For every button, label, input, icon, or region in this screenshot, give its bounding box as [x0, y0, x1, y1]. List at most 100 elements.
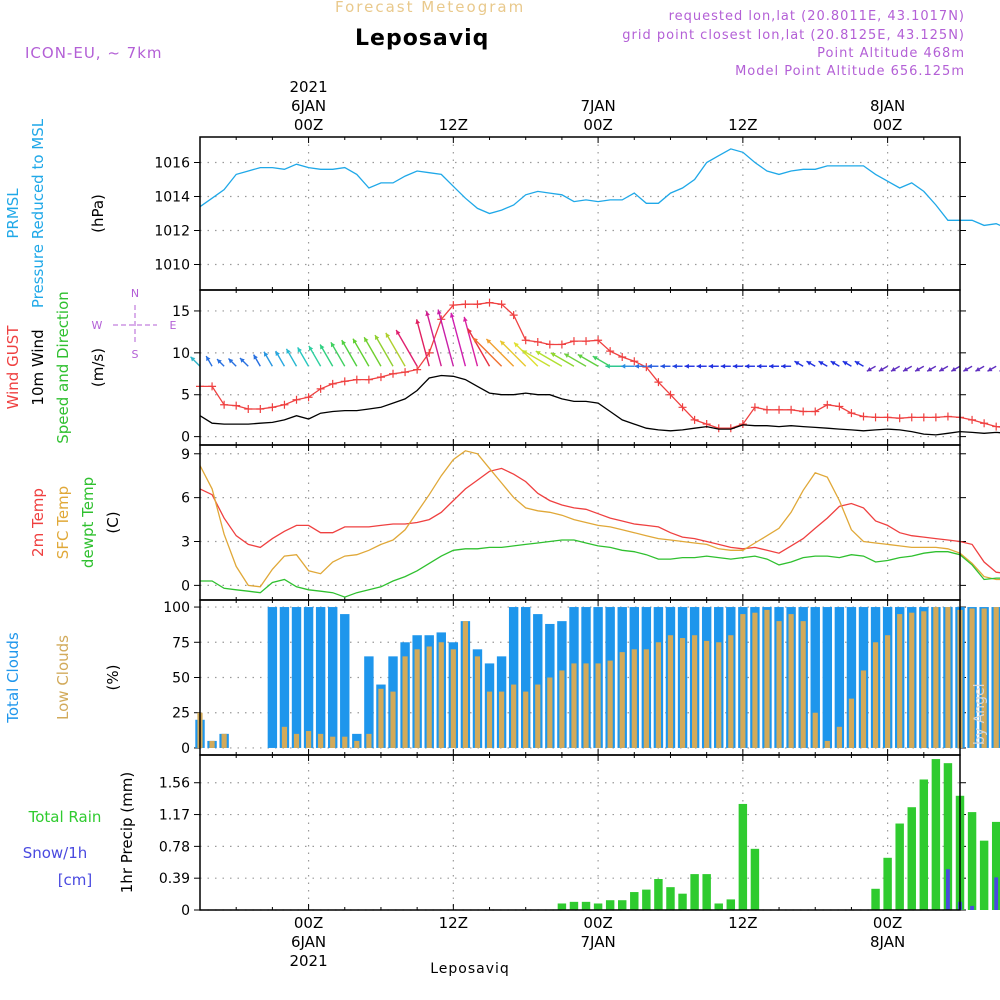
top-time-label: 7JAN: [581, 97, 616, 115]
bar-clouds-1: [281, 726, 288, 748]
bar-clouds-1: [378, 688, 384, 748]
bar-precip-0: [943, 763, 953, 910]
gust-marker: [787, 405, 796, 414]
bar-clouds-1: [667, 635, 674, 748]
wind-arrow-head: [228, 358, 234, 364]
wind-arrow-head: [768, 363, 774, 369]
gust-marker: [907, 413, 916, 422]
bar-precip-0: [907, 807, 916, 910]
wind-arrow: [374, 334, 394, 367]
wind-arrow-head: [239, 357, 245, 363]
gust-marker: [364, 375, 373, 384]
wind-arrow-head: [854, 361, 860, 366]
gust-marker: [690, 415, 699, 424]
top-time-label: 8JAN: [870, 97, 905, 115]
bar-precip-0: [654, 879, 663, 910]
gust-marker: [775, 405, 784, 414]
wind-arrow-head: [708, 363, 714, 369]
wind-arrow: [550, 352, 575, 367]
gust-marker: [473, 300, 482, 309]
gust-marker: [630, 357, 639, 366]
gust-marker: [425, 348, 434, 357]
ytick-label-pressure: 1012: [154, 224, 190, 240]
series-line-dewpt-temp: [200, 539, 1000, 598]
compass-north: N: [131, 287, 139, 300]
wind-arrow-head: [463, 316, 468, 322]
gust-marker: [582, 337, 591, 346]
bar-clouds-1: [692, 635, 698, 748]
ytick-label-clouds: 75: [172, 635, 190, 651]
gust-marker: [557, 340, 566, 349]
wind-arrow: [467, 328, 491, 367]
model-point-altitude: Model Point Altitude 656.125m: [735, 64, 965, 79]
gust-marker: [569, 337, 578, 346]
wind-arrow-head: [190, 356, 196, 362]
bar-clouds-1: [221, 733, 227, 748]
bar-clouds-1: [655, 642, 662, 748]
wind-arrow-head: [217, 359, 222, 364]
ylabel-wind: Speed and Direction: [54, 291, 72, 444]
bar-precip-0: [557, 903, 567, 910]
bar-clouds-0: [834, 607, 845, 748]
wind-arrow-head: [684, 363, 689, 369]
wind-arrow-head: [634, 363, 640, 369]
side-label-1: Snow/1h: [23, 844, 88, 862]
gust-marker: [220, 400, 229, 409]
wind-arrow-head: [385, 332, 391, 338]
bar-precip-0: [738, 803, 748, 910]
panel-frame-wind: [199, 289, 961, 446]
bar-clouds-1: [716, 642, 722, 748]
gust-marker: [521, 336, 530, 345]
gust-marker: [895, 414, 904, 423]
bar-clouds-1: [619, 652, 625, 748]
bar-precip-1: [970, 905, 974, 910]
ytick-label-temperature: 0: [181, 578, 190, 594]
bar-clouds-0: [303, 607, 314, 748]
ytick-label-pressure: 1016: [154, 156, 190, 172]
bar-clouds-0: [279, 607, 290, 748]
ylabel-pressure: (hPa): [89, 194, 107, 233]
wind-arrow-head: [605, 363, 610, 369]
top-time-label: 00Z: [873, 116, 902, 134]
bar-precip-0: [895, 823, 904, 910]
wind-arrow: [472, 337, 503, 367]
bar-clouds-1: [704, 640, 710, 748]
bar-precip-0: [642, 889, 651, 910]
bar-precip-0: [919, 779, 929, 910]
ytick-label-precip: 0.39: [159, 871, 190, 887]
wind-arrow: [437, 309, 455, 367]
bar-clouds-1: [474, 656, 481, 748]
bar-clouds-1: [836, 726, 842, 748]
wind-arrow-head: [577, 354, 583, 359]
gust-marker: [980, 419, 989, 428]
gust-marker: [847, 409, 856, 418]
bar-clouds-0: [267, 607, 278, 748]
gust-marker: [545, 340, 554, 349]
ylabel-wind: Wind GUST: [4, 325, 22, 410]
bar-clouds-1: [752, 612, 758, 748]
ytick-label-precip: 1.17: [159, 808, 190, 824]
ylabel-clouds: Total Clouds: [4, 632, 22, 724]
gust-marker: [340, 377, 349, 386]
bar-clouds-1: [547, 677, 553, 748]
ylabel-temperature: 2m Temp: [29, 488, 47, 557]
gust-marker: [328, 379, 337, 388]
bar-clouds-1: [342, 736, 348, 748]
gust-marker: [449, 301, 458, 310]
wind-arrow-head: [473, 337, 478, 343]
gust-marker: [316, 384, 325, 393]
ytick-label-temperature: 6: [181, 491, 190, 507]
wind-arrow-head: [396, 329, 401, 335]
bar-clouds-1: [607, 660, 613, 748]
bar-clouds-1: [486, 691, 493, 748]
gust-marker: [799, 407, 808, 416]
wind-arrow: [499, 340, 527, 367]
bar-precip-0: [750, 848, 760, 910]
ytick-label-wind: 15: [172, 304, 190, 320]
gust-marker: [256, 404, 265, 413]
bar-clouds-1: [776, 621, 782, 748]
wind-arrow-head: [866, 367, 872, 372]
panel-wind: 0 5 10 15 Wind GUST 10m Wind Speed and Directi…: [4, 287, 1000, 446]
ytick-label-precip: 0.78: [159, 839, 190, 855]
ytick-label-clouds: 25: [172, 706, 190, 722]
